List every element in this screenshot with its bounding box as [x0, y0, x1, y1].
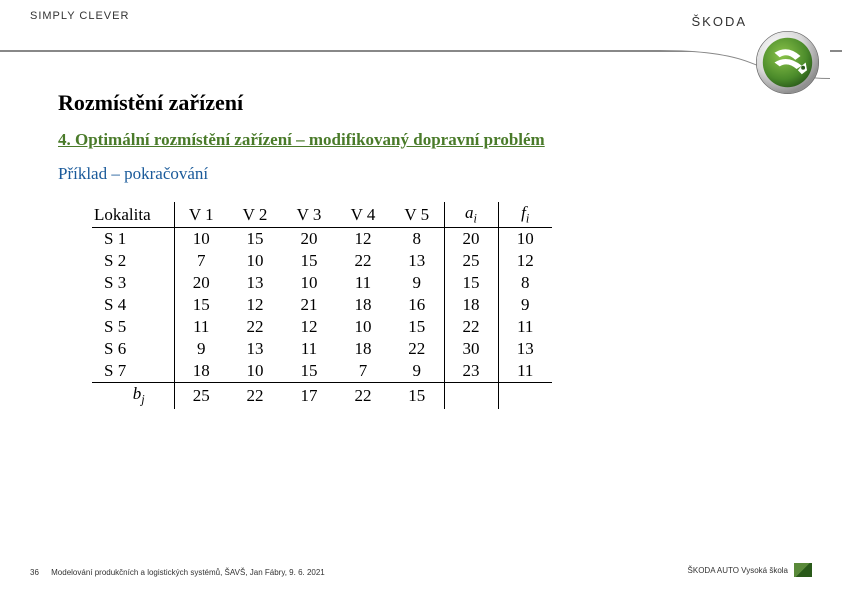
row-label: S 6 — [92, 338, 174, 360]
cell-f: 13 — [498, 338, 552, 360]
cell: 10 — [228, 250, 282, 272]
cell: 12 — [282, 316, 336, 338]
cell: 15 — [174, 294, 228, 316]
cell-bj: 17 — [282, 383, 336, 409]
cell: 10 — [282, 272, 336, 294]
cell: 18 — [336, 338, 390, 360]
table-row-bj: bj2522172215 — [92, 383, 552, 409]
col-fi: fi — [498, 202, 552, 228]
row-label: S 7 — [92, 360, 174, 383]
example-label: Příklad – pokračování — [58, 164, 784, 184]
cell: 13 — [228, 272, 282, 294]
cell-a: 25 — [444, 250, 498, 272]
cell: 12 — [228, 294, 282, 316]
cell-f: 10 — [498, 228, 552, 251]
cell: 11 — [336, 272, 390, 294]
row-label: S 4 — [92, 294, 174, 316]
cell-a: 23 — [444, 360, 498, 383]
cell-empty — [498, 383, 552, 409]
table-row: S 511221210152211 — [92, 316, 552, 338]
cell: 11 — [282, 338, 336, 360]
page-number: 36 — [30, 568, 39, 577]
cell-f: 12 — [498, 250, 552, 272]
cell-f: 11 — [498, 360, 552, 383]
cell: 9 — [390, 360, 444, 383]
cell-f: 11 — [498, 316, 552, 338]
cell: 7 — [174, 250, 228, 272]
page-subheading: 4. Optimální rozmístění zařízení – modif… — [58, 130, 784, 150]
cell: 9 — [174, 338, 228, 360]
footer-right-text: ŠKODA AUTO Vysoká škola — [688, 566, 788, 575]
table-row: S 69131118223013 — [92, 338, 552, 360]
cell-empty — [444, 383, 498, 409]
page-heading: Rozmístění zařízení — [58, 90, 784, 116]
col-ai: ai — [444, 202, 498, 228]
cell: 13 — [228, 338, 282, 360]
row-label: S 5 — [92, 316, 174, 338]
cell: 11 — [174, 316, 228, 338]
cell: 10 — [228, 360, 282, 383]
cell: 18 — [174, 360, 228, 383]
col-v2: V 2 — [228, 202, 282, 228]
col-v4: V 4 — [336, 202, 390, 228]
cell-a: 30 — [444, 338, 498, 360]
data-table: Lokalita V 1 V 2 V 3 V 4 V 5 ai fi S 110… — [92, 202, 784, 409]
table-row: S 41512211816189 — [92, 294, 552, 316]
footer-text: Modelování produkčních a logistických sy… — [51, 568, 325, 577]
cell: 12 — [336, 228, 390, 251]
table-row: S 3201310119158 — [92, 272, 552, 294]
cell-a: 20 — [444, 228, 498, 251]
row-label: S 2 — [92, 250, 174, 272]
header-brand: ŠKODA — [691, 14, 747, 29]
cell: 22 — [228, 316, 282, 338]
cell: 15 — [390, 316, 444, 338]
table-row: S 7181015792311 — [92, 360, 552, 383]
footer-left: 36 Modelování produkčních a logistických… — [30, 568, 325, 577]
cell: 18 — [336, 294, 390, 316]
cell-f: 9 — [498, 294, 552, 316]
cell-f: 8 — [498, 272, 552, 294]
cell: 15 — [228, 228, 282, 251]
cell: 21 — [282, 294, 336, 316]
row-label: S 3 — [92, 272, 174, 294]
cell: 20 — [282, 228, 336, 251]
col-v5: V 5 — [390, 202, 444, 228]
cell-a: 22 — [444, 316, 498, 338]
table-row: S 11015201282010 — [92, 228, 552, 251]
cell: 13 — [390, 250, 444, 272]
footer-right: ŠKODA AUTO Vysoká škola — [688, 563, 812, 577]
table-row: S 27101522132512 — [92, 250, 552, 272]
col-v3: V 3 — [282, 202, 336, 228]
col-lokalita: Lokalita — [92, 202, 174, 228]
footer-mini-logo — [794, 563, 812, 577]
cell: 10 — [174, 228, 228, 251]
cell: 9 — [390, 272, 444, 294]
cell: 22 — [336, 250, 390, 272]
cell: 7 — [336, 360, 390, 383]
cell-bj: 22 — [228, 383, 282, 409]
cell-a: 15 — [444, 272, 498, 294]
cell: 15 — [282, 360, 336, 383]
cell: 15 — [282, 250, 336, 272]
cell-a: 18 — [444, 294, 498, 316]
col-v1: V 1 — [174, 202, 228, 228]
cell-bj: 25 — [174, 383, 228, 409]
cell-bj: 15 — [390, 383, 444, 409]
skoda-logo — [755, 30, 820, 95]
cell: 16 — [390, 294, 444, 316]
cell: 8 — [390, 228, 444, 251]
row-label: S 1 — [92, 228, 174, 251]
cell: 10 — [336, 316, 390, 338]
row-label-bj: bj — [92, 383, 174, 409]
cell-bj: 22 — [336, 383, 390, 409]
table-header-row: Lokalita V 1 V 2 V 3 V 4 V 5 ai fi — [92, 202, 552, 228]
cell: 22 — [390, 338, 444, 360]
cell: 20 — [174, 272, 228, 294]
